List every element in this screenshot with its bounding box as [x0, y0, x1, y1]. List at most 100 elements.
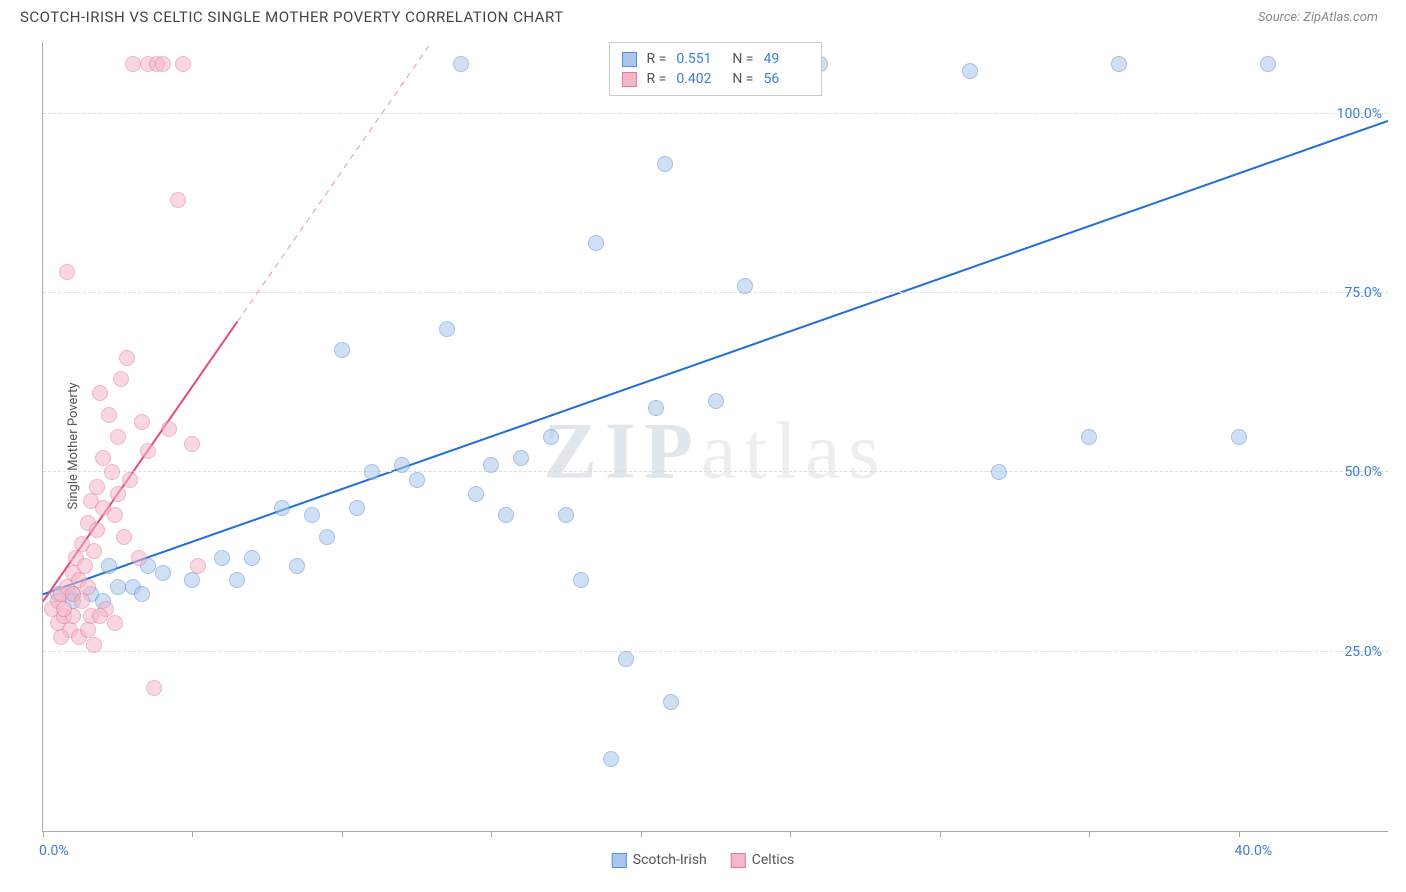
data-point [161, 421, 177, 437]
correlation-legend: R =0.551N =49R =0.402N =56 [609, 42, 823, 96]
x-tick [192, 831, 193, 837]
y-tick-label: 25.0% [1344, 644, 1382, 660]
legend-r-label: R = [647, 71, 667, 87]
trend-line-dashed [237, 42, 431, 322]
data-point [274, 500, 290, 516]
data-point [110, 486, 126, 502]
data-point [101, 407, 117, 423]
data-point [657, 156, 673, 172]
data-point [86, 543, 102, 559]
data-point [134, 586, 150, 602]
data-point [663, 694, 679, 710]
x-tick-label: 40.0% [1235, 843, 1273, 859]
legend-row: R =0.551N =49 [622, 49, 810, 69]
data-point [409, 472, 425, 488]
data-point [170, 192, 186, 208]
data-point [1231, 429, 1247, 445]
x-tick [342, 831, 343, 837]
legend-item: Scotch-Irish [612, 852, 707, 868]
data-point [122, 472, 138, 488]
data-point [737, 278, 753, 294]
gridline: 75.0% [43, 292, 1388, 293]
x-tick [641, 831, 642, 837]
data-point [101, 558, 117, 574]
data-point [140, 443, 156, 459]
data-point [558, 507, 574, 523]
data-point [483, 457, 499, 473]
data-point [453, 56, 469, 72]
data-point [1111, 56, 1127, 72]
legend-r-value: 0.551 [676, 51, 722, 67]
data-point [175, 56, 191, 72]
legend-r-label: R = [647, 51, 667, 67]
data-point [95, 450, 111, 466]
x-tick [940, 831, 941, 837]
data-point [349, 500, 365, 516]
data-point [364, 464, 380, 480]
data-point [59, 264, 75, 280]
x-tick [491, 831, 492, 837]
data-point [334, 342, 350, 358]
data-point [77, 558, 93, 574]
data-point [184, 436, 200, 452]
legend-item: Celtics [731, 852, 794, 868]
data-point [110, 579, 126, 595]
data-point [468, 486, 484, 502]
data-point [131, 550, 147, 566]
data-point [74, 593, 90, 609]
data-point [155, 56, 171, 72]
data-point [319, 529, 335, 545]
data-point [56, 601, 72, 617]
series-legend: Scotch-Irish Celtics [612, 852, 795, 868]
data-point [214, 550, 230, 566]
data-point [991, 464, 1007, 480]
data-point [439, 321, 455, 337]
data-point [1260, 56, 1276, 72]
data-point [603, 751, 619, 767]
data-point [110, 429, 126, 445]
source-attribution: Source: ZipAtlas.com [1258, 10, 1378, 25]
legend-swatch [622, 72, 637, 87]
data-point [229, 572, 245, 588]
data-point [498, 507, 514, 523]
scatter-chart: ZIPatlas R =0.551N =49R =0.402N =56 25.0… [42, 42, 1388, 832]
data-point [304, 507, 320, 523]
data-point [134, 414, 150, 430]
x-tick [1089, 831, 1090, 837]
x-tick [1239, 831, 1240, 837]
data-point [92, 608, 108, 624]
legend-r-value: 0.402 [676, 71, 722, 87]
data-point [104, 464, 120, 480]
trend-lines-layer [43, 42, 1388, 831]
data-point [119, 350, 135, 366]
data-point [146, 680, 162, 696]
data-point [125, 56, 141, 72]
data-point [1081, 429, 1097, 445]
data-point [618, 651, 634, 667]
legend-n-label: N = [732, 71, 753, 87]
data-point [289, 558, 305, 574]
data-point [89, 479, 105, 495]
gridline: 50.0% [43, 471, 1388, 472]
data-point [53, 629, 69, 645]
legend-swatch [731, 853, 746, 868]
x-tick [43, 831, 44, 837]
data-point [80, 579, 96, 595]
legend-n-value: 49 [763, 51, 809, 67]
legend-swatch [622, 52, 637, 67]
x-tick [790, 831, 791, 837]
gridline: 100.0% [43, 113, 1388, 114]
data-point [107, 507, 123, 523]
data-point [648, 400, 664, 416]
data-point [92, 385, 108, 401]
data-point [86, 637, 102, 653]
data-point [708, 393, 724, 409]
legend-label: Scotch-Irish [633, 852, 707, 868]
data-point [89, 522, 105, 538]
y-tick-label: 50.0% [1344, 464, 1382, 480]
data-point [244, 550, 260, 566]
data-point [513, 450, 529, 466]
data-point [113, 371, 129, 387]
data-point [573, 572, 589, 588]
data-point [107, 615, 123, 631]
